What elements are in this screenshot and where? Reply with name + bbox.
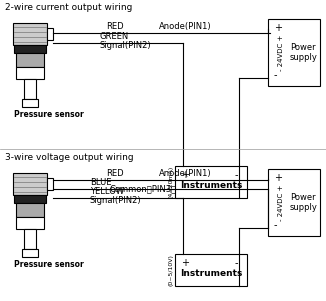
Text: (4~20mA): (4~20mA) [169, 166, 173, 198]
Text: +: + [274, 173, 282, 183]
Text: GREEN: GREEN [100, 32, 129, 41]
Bar [47, 28, 53, 40]
Text: Pressure sensor: Pressure sensor [14, 260, 84, 269]
Bar [22, 249, 38, 257]
Text: Instruments: Instruments [180, 182, 242, 191]
Text: YELLOW: YELLOW [90, 187, 124, 196]
Bar [16, 53, 44, 67]
Text: Anode(PIN1): Anode(PIN1) [159, 22, 211, 31]
Text: -: - [235, 258, 239, 268]
Text: -: - [235, 170, 239, 180]
Text: -: - [274, 70, 277, 80]
Text: 3-wire voltage output wiring: 3-wire voltage output wiring [5, 153, 134, 162]
Bar [14, 45, 46, 53]
Text: Pressure sensor: Pressure sensor [14, 110, 84, 119]
Bar [13, 173, 47, 195]
Text: BLUE: BLUE [90, 178, 111, 187]
Bar [14, 195, 46, 203]
Bar [22, 99, 38, 107]
Text: RED: RED [106, 169, 124, 178]
Text: RED: RED [106, 22, 124, 31]
Bar [175, 254, 247, 286]
Text: supply: supply [290, 54, 318, 63]
Bar [24, 79, 36, 99]
Text: Signal(PIN2): Signal(PIN2) [90, 196, 141, 205]
Text: Power: Power [290, 194, 316, 203]
Bar [268, 169, 320, 236]
Bar [16, 217, 44, 229]
Text: +: + [181, 258, 189, 268]
Text: (0~5/10V): (0~5/10V) [169, 254, 173, 286]
Text: 2-wire current output wiring: 2-wire current output wiring [5, 3, 132, 12]
Bar [16, 203, 44, 217]
Bar [13, 23, 47, 45]
Bar [24, 229, 36, 249]
Text: Power: Power [290, 44, 316, 52]
Text: - 24VDC +: - 24VDC + [278, 35, 284, 71]
Bar [268, 19, 320, 86]
Text: Signal(PIN2): Signal(PIN2) [100, 41, 152, 50]
Text: Instruments: Instruments [180, 269, 242, 278]
Bar [16, 67, 44, 79]
Text: Anode(PIN1): Anode(PIN1) [159, 169, 211, 178]
Text: +: + [181, 170, 189, 180]
Bar [47, 178, 53, 190]
Text: supply: supply [290, 203, 318, 213]
Bar [175, 166, 247, 198]
Text: +: + [274, 23, 282, 33]
Text: -: - [274, 220, 277, 230]
Text: - 24VDC +: - 24VDC + [278, 185, 284, 221]
Text: Common（PIN3）: Common（PIN3） [110, 184, 177, 193]
